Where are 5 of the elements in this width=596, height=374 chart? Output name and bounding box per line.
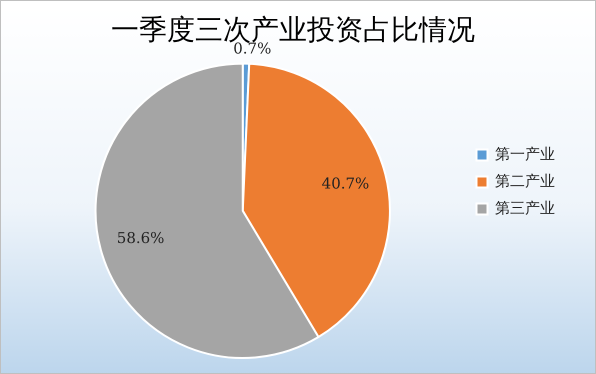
data-label: 58.6%	[116, 228, 164, 247]
legend-label: 第二产业	[495, 172, 555, 190]
legend-label: 第三产业	[495, 198, 555, 217]
legend-label: 第一产业	[495, 144, 555, 163]
data-label: 40.7%	[322, 174, 370, 193]
